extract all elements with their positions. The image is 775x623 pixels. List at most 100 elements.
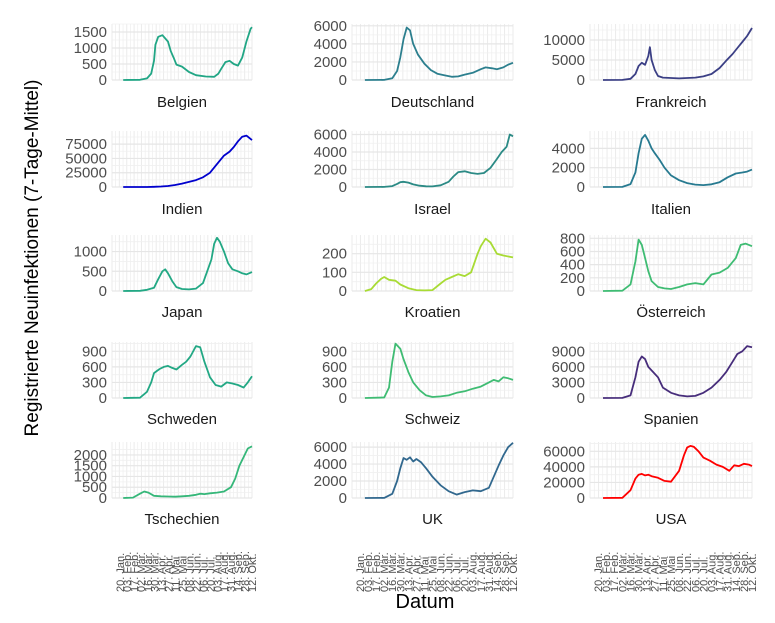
y-tick-label: 75000 [65, 136, 107, 153]
x-tick-label: 25. Mai [428, 556, 440, 592]
x-tick-label: 03. Feb. [122, 552, 134, 592]
x-tick-label: 06. Jul. [452, 557, 464, 592]
y-tick-label: 4000 [314, 144, 347, 161]
x-tick-label: 17. Aug. [715, 552, 727, 592]
x-tick-label: 27. Apr. [411, 555, 423, 592]
y-tick-label: 0 [577, 490, 585, 507]
x-tick-label: 03. Aug. [468, 552, 480, 592]
series-line-italien [602, 134, 753, 188]
x-tick-label: 14. Sep. [233, 551, 245, 592]
series-line-kroatien [364, 237, 514, 292]
y-tick-label: 0 [577, 179, 585, 196]
series-line-tschechien [123, 445, 253, 499]
y-tick-label: 9000 [552, 343, 585, 360]
x-tick-label: 16. Mär. [625, 552, 637, 592]
x-tick-label: 16. Mär. [387, 552, 399, 592]
x-tick-label: 12. Okt. [747, 553, 759, 592]
y-tick-label: 5000 [552, 52, 585, 69]
panel-title: USA [656, 511, 687, 528]
y-tick-label: 2000 [314, 54, 347, 71]
x-tick-label: 20. Jul. [205, 557, 217, 592]
x-tick-label: 11. Mai [658, 557, 670, 592]
y-tick-label: 1500 [74, 458, 107, 475]
y-tick-label: 100 [322, 264, 347, 281]
series-line-israel [364, 133, 514, 188]
x-tick-label: 31. Aug. [484, 552, 496, 592]
series-line-indien [123, 134, 253, 188]
series-line-schweden [123, 345, 253, 399]
x-tick-label: 17. Feb. [609, 552, 621, 592]
x-tick-label: 03. Aug. [707, 552, 719, 592]
y-tick-label: 0 [99, 283, 107, 300]
y-tick-label: 500 [82, 56, 107, 73]
y-tick-label: 0 [339, 179, 347, 196]
x-tick-label: 12. Okt. [508, 553, 520, 592]
x-tick-label: 22. Jun. [682, 553, 694, 592]
y-tick-label: 900 [322, 343, 347, 360]
x-tick-label: 13. Apr. [403, 555, 415, 592]
panel-frankreich: 0 5000 10000 Frankreich [543, 24, 753, 111]
x-tick-label: 14. Sep. [731, 551, 743, 592]
y-tick-label: 6000 [552, 359, 585, 376]
y-tick-label: 500 [82, 263, 107, 280]
x-tick-label: 31. Aug. [226, 552, 238, 592]
y-tick-label: 0 [339, 390, 347, 407]
x-tick-label: 20. Jul. [698, 557, 710, 592]
panel-title: Österreich [636, 303, 705, 321]
y-tick-label: 40000 [543, 459, 585, 476]
x-tick-label: 08. Jun. [185, 553, 197, 592]
panel-title: Tschechien [144, 511, 219, 528]
y-tick-label: 600 [82, 359, 107, 376]
series-line-uk [364, 442, 514, 499]
series-line-spanien [602, 345, 753, 399]
y-tick-label: 300 [322, 374, 347, 391]
x-tick-labels-col-1: 20. Jan.03. Feb.17. Feb.02. Mär.16. Mär.… [115, 551, 259, 592]
x-tick-label: 02. Mär. [136, 552, 148, 592]
x-tick-label: 06. Jul. [198, 557, 210, 592]
series-line-japan [123, 236, 253, 292]
panel-title: Japan [162, 304, 203, 321]
y-tick-label: 1000 [74, 468, 107, 485]
x-tick-label: 27. Apr. [650, 555, 662, 592]
x-tick-label: 30. Mär. [150, 552, 162, 592]
y-tick-label: 6000 [314, 439, 347, 456]
x-tick-label: 25. Mai [178, 556, 190, 592]
x-tick-label: 20. Jan. [355, 553, 367, 592]
y-tick-label: 800 [560, 230, 585, 247]
x-tick-label: 31. Aug. [723, 552, 735, 592]
panel-title: Schweden [147, 411, 217, 428]
x-tick-label: 28. Sep. [739, 551, 751, 592]
panel-title: Italien [651, 201, 691, 218]
x-tick-label: 13. Apr. [642, 555, 654, 592]
x-tick-label: 02. Mär. [379, 552, 391, 592]
y-tick-label: 0 [99, 179, 107, 196]
y-tick-label: 1000 [74, 40, 107, 57]
x-tick-label: 20. Jan. [115, 553, 127, 592]
x-tick-label: 28. Sep. [240, 551, 252, 592]
y-tick-label: 900 [82, 343, 107, 360]
y-tick-label: 6000 [314, 18, 347, 35]
x-tick-label: 02. Mär. [617, 552, 629, 592]
y-tick-label: 0 [99, 72, 107, 89]
x-tick-label: 30. Mär. [634, 552, 646, 592]
y-tick-label: 0 [577, 283, 585, 300]
panel-title: Indien [162, 201, 203, 218]
panel-title: Israel [414, 201, 451, 218]
y-tick-label: 20000 [543, 474, 585, 491]
y-tick-label: 2000 [74, 447, 107, 464]
series-line-schweiz [364, 342, 514, 399]
panel-title: Deutschland [391, 94, 474, 111]
x-tick-label: 11. Mai [171, 557, 183, 592]
x-tick-label: 11. Mai [419, 557, 431, 592]
y-tick-label: 25000 [65, 165, 107, 182]
y-axis-title: Registrierte Neuinfektionen (7-Tage-Mitt… [22, 80, 43, 437]
y-tick-label: 50000 [65, 150, 107, 167]
series-line-belgien [123, 26, 253, 81]
